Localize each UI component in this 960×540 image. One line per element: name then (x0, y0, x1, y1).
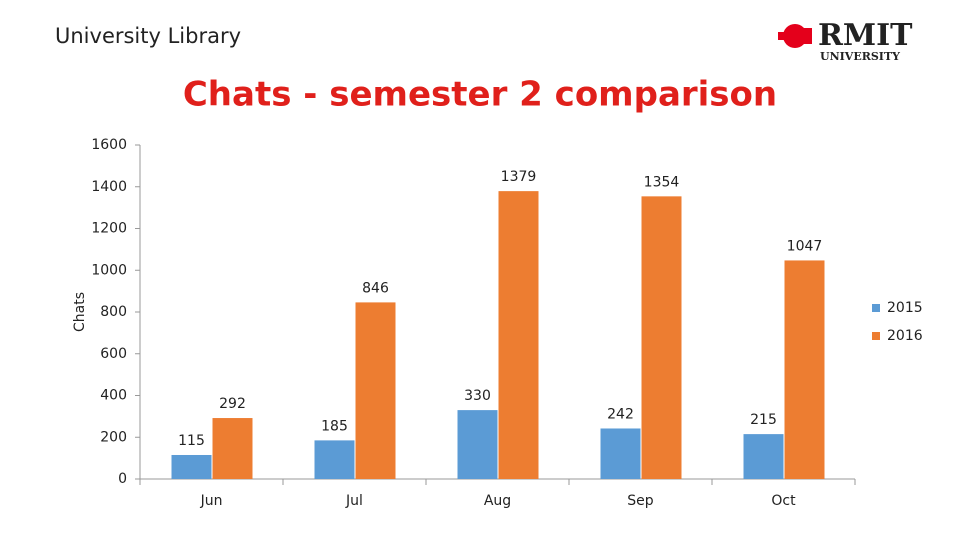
bar (784, 260, 825, 479)
chart-title: Chats - semester 2 comparison (183, 75, 777, 115)
y-axis-label: Chats (72, 292, 88, 332)
y-tick-label: 1400 (91, 179, 127, 195)
y-tick-label: 200 (100, 429, 127, 445)
x-tick-label: Sep (627, 493, 654, 509)
data-label: 292 (219, 396, 246, 412)
logo-subtext: UNIVERSITY (820, 50, 900, 63)
legend-label: 2016 (887, 328, 923, 344)
rmit-logo-mark (778, 24, 812, 48)
x-tick-label: Jun (200, 493, 223, 509)
data-label: 115 (178, 433, 205, 449)
bar (457, 410, 498, 479)
bar (743, 434, 784, 479)
legend-swatch (872, 332, 880, 340)
bar (600, 428, 641, 479)
data-label: 1047 (787, 238, 823, 254)
logo-text: RMIT (818, 18, 913, 53)
data-label: 242 (607, 406, 634, 422)
y-tick-label: 0 (118, 471, 127, 487)
x-tick-label: Aug (484, 493, 511, 509)
y-tick-label: 1000 (91, 262, 127, 278)
legend-swatch (872, 304, 880, 312)
data-label: 330 (464, 388, 491, 404)
y-tick-label: 400 (100, 388, 127, 404)
y-tick-label: 1200 (91, 221, 127, 237)
bar (641, 196, 682, 480)
data-label: 1354 (644, 174, 680, 190)
bar (212, 418, 253, 479)
legend-label: 2015 (887, 300, 923, 316)
y-tick-label: 1600 (91, 137, 127, 153)
y-tick-label: 800 (100, 304, 127, 320)
data-label: 185 (321, 418, 348, 434)
y-tick-label: 600 (100, 346, 127, 362)
bar (355, 302, 396, 479)
data-label: 215 (750, 412, 777, 428)
library-name: University Library (55, 24, 241, 48)
data-label: 1379 (501, 169, 537, 185)
x-tick-label: Jul (345, 493, 363, 509)
bar (171, 454, 212, 479)
data-label: 846 (362, 280, 389, 296)
bar (314, 440, 355, 479)
x-tick-label: Oct (771, 493, 796, 509)
bar (498, 191, 539, 480)
